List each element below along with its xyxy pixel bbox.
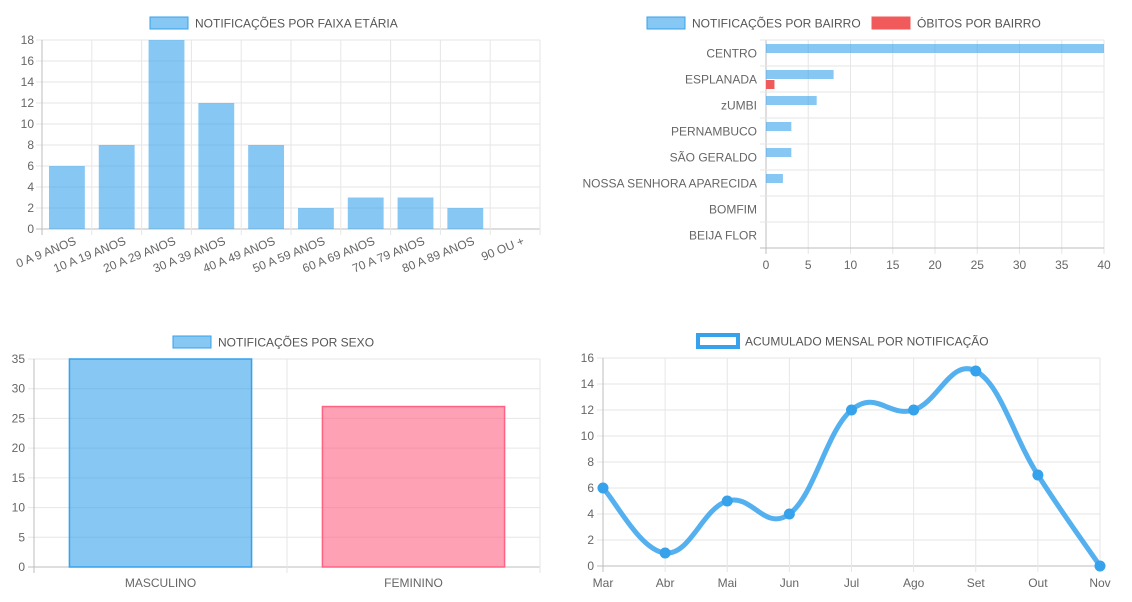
y-tick-label: PERNAMBUCO xyxy=(671,125,757,139)
mensal-chart: ACUMULADO MENSAL POR NOTIFICAÇÃO 0 2 4 6 8 10 1… xyxy=(581,333,1111,590)
x-tick-label: Jun xyxy=(780,576,799,590)
x-tick-label: 40 xyxy=(1097,258,1111,272)
legend-label: NOTIFICAÇÕES POR FAIXA ETÁRIA xyxy=(195,16,398,31)
y-tick-label: 10 xyxy=(12,501,26,515)
y-tick-label: BEIJA FLOR xyxy=(689,229,757,243)
data-point xyxy=(1032,469,1044,481)
data-point xyxy=(846,404,857,416)
y-tick-label: BOMFIM xyxy=(709,203,757,217)
x-tick-label: 25 xyxy=(971,258,985,272)
data-point xyxy=(783,508,795,520)
y-tick-label: 4 xyxy=(27,180,34,194)
bar-obitos xyxy=(766,80,775,89)
bar xyxy=(397,197,434,229)
y-tick-label: 8 xyxy=(27,138,34,152)
y-tick-label: 18 xyxy=(21,33,35,47)
x-tick-label: 35 xyxy=(1055,258,1069,272)
y-tick-label: 6 xyxy=(27,159,34,173)
bar-notificacoes xyxy=(766,70,834,79)
y-tick-label: 4 xyxy=(587,507,594,521)
data-point xyxy=(659,547,671,559)
bar xyxy=(248,145,285,229)
x-tick-label: Mar xyxy=(593,576,614,590)
y-tick-label: 14 xyxy=(581,377,595,391)
x-tick-label: Jul xyxy=(844,576,859,590)
legend-swatch xyxy=(149,16,189,30)
y-tick-label: 0 xyxy=(27,222,34,236)
y-tick-label: 10 xyxy=(21,117,35,131)
bar xyxy=(98,145,135,229)
x-tick-label: Set xyxy=(967,576,986,590)
y-tick-label: NOSSA SENHORA APARECIDA xyxy=(583,177,758,191)
y-tick-label: SÃO GERALDO xyxy=(670,151,757,165)
y-tick-label: 5 xyxy=(18,530,25,544)
legend-label: ACUMULADO MENSAL POR NOTIFICAÇÃO xyxy=(745,335,989,349)
bar-notificacoes xyxy=(766,96,817,105)
y-tick-label: ESPLANADA xyxy=(685,73,757,87)
x-tick-label: Nov xyxy=(1089,576,1110,590)
legend-label: NOTIFICAÇÕES POR SEXO xyxy=(218,335,374,350)
y-tick-label: 35 xyxy=(12,352,26,366)
y-tick-label: 0 xyxy=(18,560,25,574)
y-tick-label: 12 xyxy=(581,403,595,417)
bar xyxy=(347,197,384,229)
age-chart: NOTIFICAÇÕES POR FAIXA ETÁRIA 0 2 4 6 8 10 12 14… xyxy=(14,16,541,276)
legend-swatch xyxy=(871,16,911,30)
y-tick-label: 16 xyxy=(21,54,35,68)
data-point xyxy=(1094,560,1106,572)
x-tick-label: 90 OU + xyxy=(479,234,526,264)
y-tick-label: 8 xyxy=(587,455,594,469)
legend-swatch xyxy=(172,335,212,349)
y-tick-label: 0 xyxy=(587,559,594,573)
bar xyxy=(447,208,484,229)
x-tick-label: 20 xyxy=(928,258,942,272)
y-tick-label: 10 xyxy=(581,429,595,443)
bar xyxy=(68,358,253,568)
data-point xyxy=(597,482,609,494)
x-tick-label: 0 xyxy=(763,258,770,272)
bar xyxy=(297,208,334,229)
data-point xyxy=(970,365,982,377)
y-tick-label: 15 xyxy=(12,471,26,485)
bar-notificacoes xyxy=(766,122,792,131)
bar-notificacoes xyxy=(766,44,1104,53)
bar xyxy=(48,166,85,229)
bar xyxy=(321,405,506,568)
data-point xyxy=(908,404,920,416)
x-tick-label: MASCULINO xyxy=(125,576,196,590)
x-tick-label: FEMININO xyxy=(384,576,443,590)
x-tick-label: Mai xyxy=(718,576,737,590)
x-tick-label: Out xyxy=(1028,576,1048,590)
bar-notificacoes xyxy=(766,148,792,157)
bar xyxy=(148,40,185,229)
y-tick-label: 14 xyxy=(21,75,35,89)
y-tick-label: CENTRO xyxy=(706,47,757,61)
y-tick-label: 2 xyxy=(27,201,34,215)
y-tick-label: 16 xyxy=(581,351,595,365)
y-tick-label: 2 xyxy=(587,533,594,547)
legend-swatch xyxy=(646,16,686,30)
x-tick-label: 15 xyxy=(886,258,900,272)
data-point xyxy=(721,495,733,507)
x-tick-label: Abr xyxy=(656,576,675,590)
x-tick-label: 30 xyxy=(1013,258,1027,272)
legend-label: ÓBITOS POR BAIRRO xyxy=(917,16,1041,31)
legend-label: NOTIFICAÇÕES POR BAIRRO xyxy=(692,16,861,31)
sexo-chart: NOTIFICAÇÕES POR SEXO 0 5 10 15 20 25 30 35 MASCU… xyxy=(12,335,541,590)
y-tick-label: zUMBI xyxy=(721,99,757,113)
x-tick-label: Ago xyxy=(903,576,925,590)
x-tick-label: 10 xyxy=(844,258,858,272)
y-tick-label: 20 xyxy=(12,441,26,455)
bairro-chart: NOTIFICAÇÕES POR BAIRRO ÓBITOS POR BAIRRO… xyxy=(583,16,1111,273)
legend-swatch xyxy=(696,333,740,349)
y-tick-label: 6 xyxy=(587,481,594,495)
y-tick-label: 30 xyxy=(12,382,26,396)
bar xyxy=(198,103,235,229)
y-tick-label: 12 xyxy=(21,96,35,110)
x-tick-label: 5 xyxy=(805,258,812,272)
bar-notificacoes xyxy=(766,174,783,183)
y-tick-label: 25 xyxy=(12,411,26,425)
